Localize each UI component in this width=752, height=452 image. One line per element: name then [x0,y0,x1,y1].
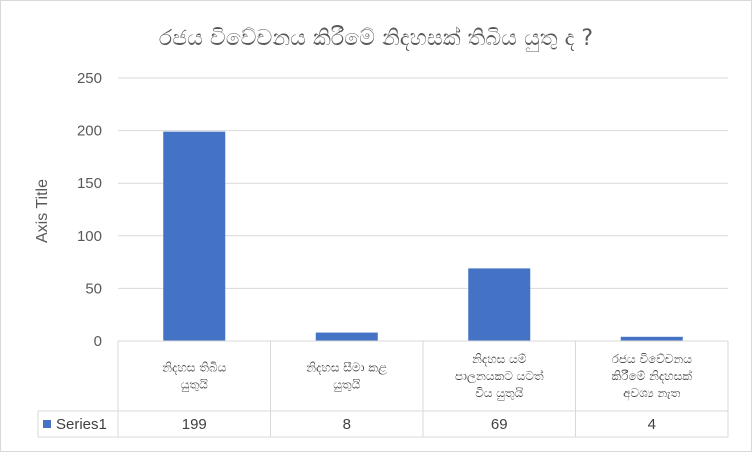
category-label: නිදහස සීමා කළ යුතුයි [306,361,387,393]
table-value: 69 [491,416,508,433]
category-label-line: යුතුයි [333,378,360,393]
bars [163,131,683,341]
category-label-line: කිරීමේ නිදහසක් [612,369,693,383]
chart-title: රජය විවේචනය කිරීමේ නිදහසක් තිබිය යුතු ද … [159,25,593,52]
y-tick-labels: 0 50 100 150 200 250 [77,70,102,350]
y-axis-title: Axis Title [34,179,51,243]
category-label-line: පාලනයකට යටත් [455,369,544,384]
category-label: රජය විවේචනය කිරීමේ නිදහසක් අවශ්‍ය නැත [612,352,693,401]
table-value: 4 [648,416,656,433]
bar [468,268,531,341]
table-value: 8 [343,416,351,433]
category-label: නිදහස යම් පාලනයකට යටත් විය යුතුයි [455,352,544,401]
legend-series-name: Series1 [56,416,107,433]
category-label-line: නිදහස තිබිය [162,361,226,375]
bar [315,332,378,341]
category-label-line: විය යුතුයි [475,386,524,401]
category-label-line: අවශ්‍ය නැත [623,386,680,401]
bar [163,131,226,341]
category-label-line: නිදහස සීමා කළ [306,361,387,376]
y-tick-label: 0 [94,333,102,350]
y-tick-label: 100 [77,228,102,245]
y-tick-label: 200 [77,123,102,140]
data-table: නිදහස තිබිය යුතුයිනිදහස සීමා කළ යුතුයිනිදහ… [37,340,729,438]
category-label-line: නිදහස යම් [472,352,527,366]
legend-key [43,420,51,428]
bar [620,336,683,341]
y-tick-label: 150 [77,175,102,192]
y-tick-label: 50 [85,280,102,297]
category-label-line: රජය විවේචනය [612,352,693,366]
category-label-line: යුතුයි [181,378,208,393]
category-label: නිදහස තිබිය යුතුයි [162,361,226,393]
y-tick-label: 250 [77,70,102,87]
table-value: 199 [182,416,207,433]
